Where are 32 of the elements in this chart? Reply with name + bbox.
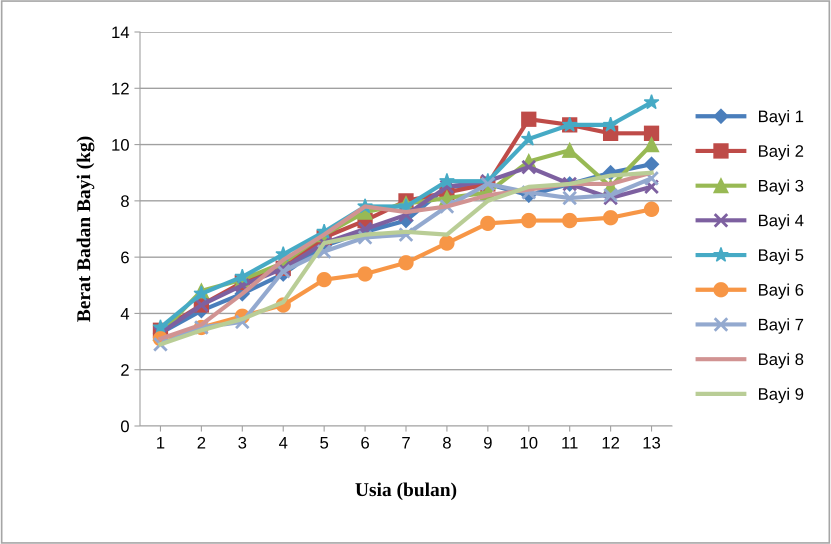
legend-label: Bayi 5 [759,248,804,264]
legend-label: Bayi 1 [759,110,804,126]
y-tick-label: 10 [112,138,129,151]
x-tick-label: 5 [320,437,328,449]
y-tick-label: 6 [121,252,129,264]
x-tick-label: 6 [361,436,369,449]
x-tick-label: 8 [443,436,451,449]
legend-label: Bayi 4 [759,214,804,230]
x-tick-label: 4 [278,437,288,448]
y-axis-title: Berat Badan Bayi (kg) [76,136,94,322]
x-tick-label: 1 [157,437,164,448]
y-tick-label: 0 [120,420,129,432]
x-tick-label: 13 [644,436,660,449]
legend-label: Bayi 9 [759,388,804,404]
x-tick-label: 2 [198,436,206,448]
y-tick-label: 4 [120,308,130,320]
y-tick-label: 2 [121,364,129,376]
x-axis-title: Usia (bulan) [355,482,456,500]
x-tick-label: 11 [562,437,578,448]
legend-label: Bayi 3 [759,179,804,195]
legend-label: Bayi 7 [759,318,804,334]
y-tick-label: 14 [112,26,130,38]
y-tick-label: 12 [112,82,129,94]
x-tick-label: 10 [520,436,538,449]
legend-label: Bayi 2 [759,144,804,160]
x-tick-label: 3 [238,436,246,449]
legend-label: Bayi 8 [759,352,804,368]
x-tick-label: 12 [602,436,620,448]
legend-label: Bayi 6 [759,284,804,300]
x-tick-label: 7 [402,437,410,448]
x-tick-label: 9 [484,436,492,449]
y-tick-label: 8 [121,195,129,208]
